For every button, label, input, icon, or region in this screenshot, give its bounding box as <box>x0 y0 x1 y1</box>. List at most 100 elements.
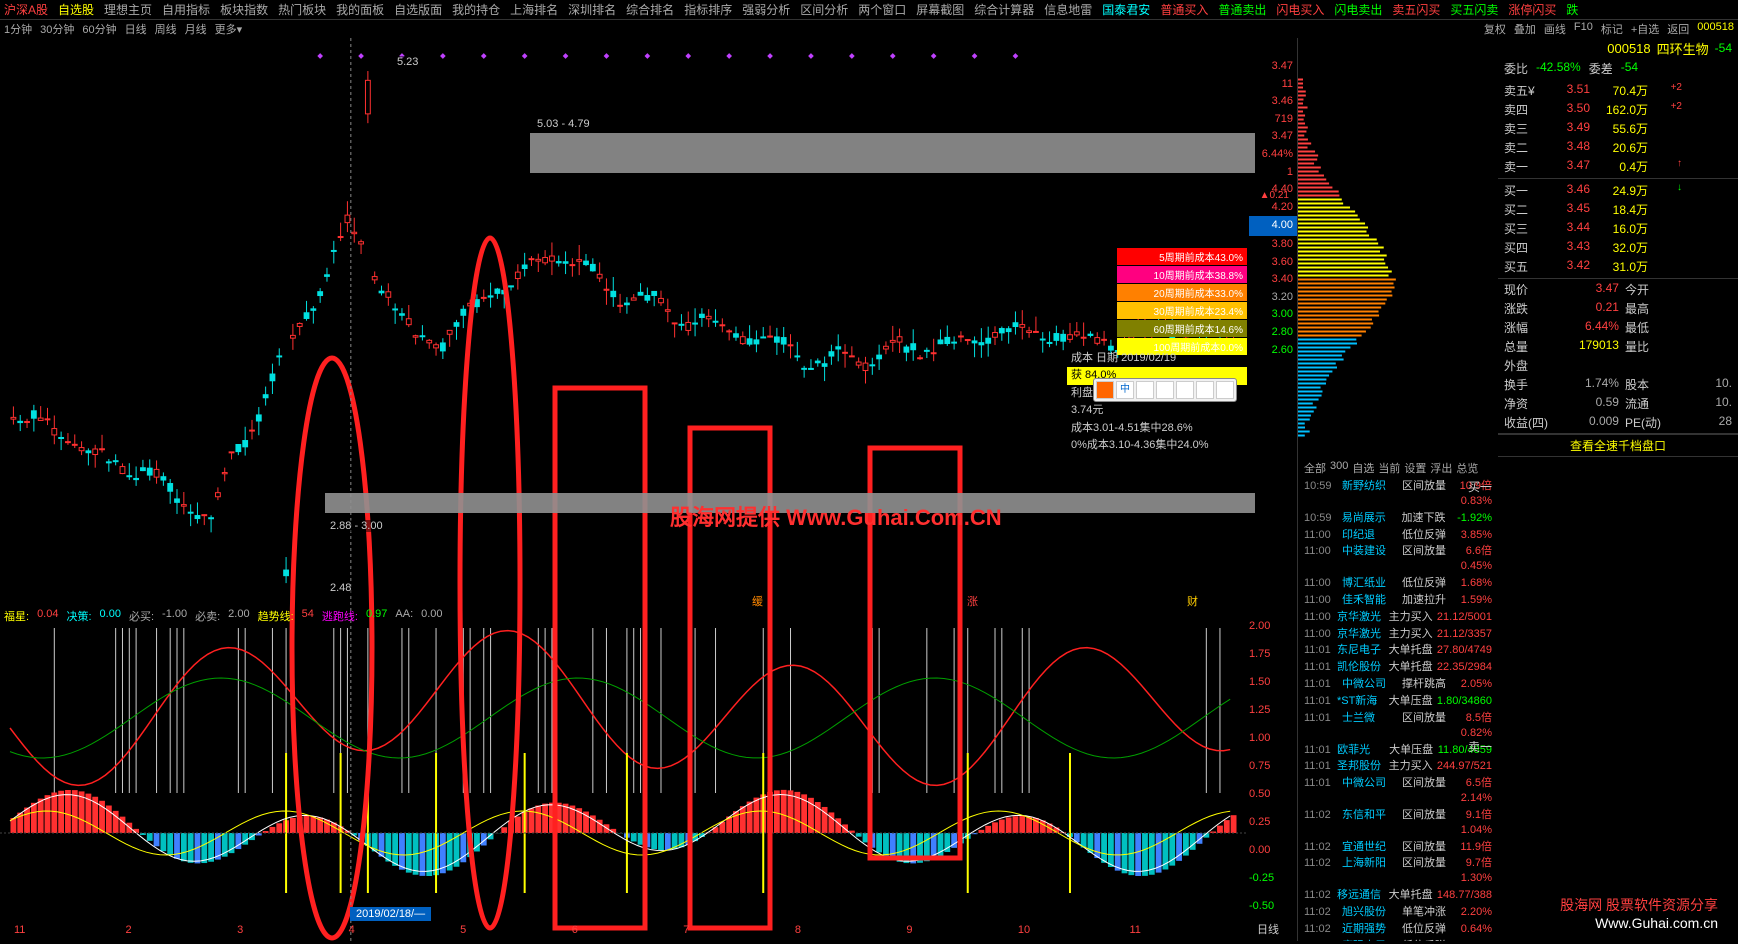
news-row[interactable]: 11:02旭兴股份单笔冲涨2.20% <box>1298 904 1498 921</box>
menu-item[interactable]: 跌 <box>1566 1 1578 18</box>
news-tabs[interactable]: 全部300自选当前设置浮出总览 <box>1298 458 1484 478</box>
menu-item[interactable]: 国泰君安 <box>1102 1 1150 18</box>
news-tab[interactable]: 设置 <box>1404 460 1426 476</box>
chart-tool-item[interactable]: F10 <box>1574 21 1593 37</box>
menu-item[interactable]: 区间分析 <box>800 1 848 18</box>
ime-punct[interactable] <box>1136 381 1154 399</box>
ime-toolbar[interactable]: 中 <box>1093 378 1237 402</box>
timeframe-item[interactable]: 日线 <box>125 24 147 36</box>
news-row[interactable]: 11:02康强电子低位反弹1.55% <box>1298 938 1498 941</box>
news-tab[interactable]: 全部 <box>1304 460 1326 476</box>
price-axis-label: 4.00 <box>1249 216 1297 236</box>
news-ticker-list[interactable]: 10:59新野纺织区间放量10.9倍0.83%10:59易尚展示加速下跌-1.9… <box>1298 476 1498 941</box>
chart-tool-item[interactable]: 返回 <box>1667 21 1689 37</box>
menu-item[interactable]: 自用指标 <box>162 1 210 18</box>
chart-tool-item[interactable]: 标记 <box>1601 21 1623 37</box>
news-row[interactable]: 11:01士兰微区间放量8.5倍0.82% <box>1298 710 1498 742</box>
return-stock-code[interactable]: 000518 <box>1697 21 1734 37</box>
ime-cn[interactable]: 中 <box>1116 381 1134 399</box>
timeframe-item[interactable]: 1分钟 <box>4 24 32 36</box>
news-row[interactable]: 11:01中微公司撑杆跳高2.05% <box>1298 676 1498 693</box>
menu-item[interactable]: 自选股 <box>58 1 94 18</box>
news-row[interactable]: 11:00中装建设区间放量6.6倍0.45% <box>1298 543 1498 575</box>
menu-item[interactable]: 信息地雷 <box>1044 1 1092 18</box>
ime-icon[interactable] <box>1096 381 1114 399</box>
menu-item[interactable]: 卖五闪买 <box>1392 1 1440 18</box>
quote-grid: 现价 3.47 今开 涨跌 0.21 最高 涨幅 6.44% 最低 总量 179… <box>1498 279 1738 434</box>
news-row[interactable]: 11:02近期强势低位反弹0.64% <box>1298 921 1498 938</box>
menu-item[interactable]: 综合计算器 <box>974 1 1034 18</box>
menu-item[interactable]: 我的面板 <box>336 1 384 18</box>
menu-item[interactable]: 屏幕截图 <box>916 1 964 18</box>
news-row[interactable]: 11:02上海新阳区间放量9.7倍1.30% <box>1298 855 1498 887</box>
menu-item[interactable]: 普通卖出 <box>1218 1 1266 18</box>
price-axis-label: 1 <box>1249 164 1297 182</box>
menu-item[interactable]: 自选版面 <box>394 1 442 18</box>
price-axis-label: 2.60 <box>1249 342 1297 360</box>
menu-item[interactable]: 板块指数 <box>220 1 268 18</box>
ime-kb[interactable] <box>1196 381 1214 399</box>
timeframe-item[interactable]: 30分钟 <box>40 24 74 36</box>
chart-tool-item[interactable]: +自选 <box>1631 21 1659 37</box>
menu-item[interactable]: 闪电买入 <box>1276 1 1324 18</box>
news-row[interactable]: 11:01圣邦股份主力买入244.97/521 <box>1298 758 1498 775</box>
indicator-label: 必买: <box>129 608 154 624</box>
menu-item[interactable]: 理想主页 <box>104 1 152 18</box>
quote-value <box>1667 281 1732 298</box>
news-row[interactable]: 11:01中微公司区间放量6.5倍2.14% <box>1298 775 1498 807</box>
menu-item[interactable]: 我的持仓 <box>452 1 500 18</box>
news-row[interactable]: 11:00京华激光主力买入21.12/5001 <box>1298 609 1498 626</box>
menu-item[interactable]: 闪电卖出 <box>1334 1 1382 18</box>
news-row[interactable]: 11:00京华激光主力买入21.12/3357 <box>1298 626 1498 643</box>
news-row[interactable]: 11:00博汇纸业低位反弹1.68% <box>1298 575 1498 592</box>
news-row[interactable]: 11:00印纪退低位反弹3.85% <box>1298 527 1498 544</box>
commit-ratio-row: 委比 -42.58% 委差 -54 <box>1498 58 1738 79</box>
menu-item[interactable]: 强弱分析 <box>742 1 790 18</box>
indicator-label: 决策: <box>66 608 91 624</box>
news-row[interactable]: 11:02宜通世纪区间放量11.9倍 <box>1298 839 1498 856</box>
menu-item[interactable]: 两个窗口 <box>858 1 906 18</box>
news-row[interactable]: 11:00佳禾智能加速拉升1.59% <box>1298 592 1498 609</box>
news-row[interactable]: 11:01凯伦股份大单托盘22.35/2984 <box>1298 659 1498 676</box>
menu-item[interactable]: 沪深A股 <box>4 1 48 18</box>
chart-tool-item[interactable]: 画线 <box>1544 21 1566 37</box>
quote-value: 179013 <box>1554 338 1619 355</box>
chart-tool-item[interactable]: 复权 <box>1484 21 1506 37</box>
chart-canvas[interactable]: 11234567891011日线 <box>0 38 1297 941</box>
news-row[interactable]: 10:59易尚展示加速下跌-1.92% <box>1298 510 1498 527</box>
menu-item[interactable]: 普通买入 <box>1160 1 1208 18</box>
ime-menu[interactable] <box>1216 381 1234 399</box>
cost-band-label: 10周期前成本38.8% <box>1117 266 1247 283</box>
news-tab[interactable]: 当前 <box>1378 460 1400 476</box>
thousand-depth-link[interactable]: 查看全速千档盘口 <box>1498 434 1738 457</box>
timeframe-item[interactable]: 60分钟 <box>82 24 116 36</box>
menu-item[interactable]: 综合排名 <box>626 1 674 18</box>
menu-item[interactable]: 热门板块 <box>278 1 326 18</box>
news-tab[interactable]: 浮出 <box>1430 460 1452 476</box>
news-row[interactable]: 11:01东尼电子大单托盘27.80/4749 <box>1298 642 1498 659</box>
orderbook-row: 买三3.4416.0万 <box>1498 219 1738 238</box>
price-axis-label: 11 <box>1249 76 1297 94</box>
timeframe-item[interactable]: 周线 <box>155 24 177 36</box>
news-row[interactable]: 11:02移远通信大单托盘148.77/388 <box>1298 887 1498 904</box>
menu-item[interactable]: 买五闪卖 <box>1450 1 1498 18</box>
news-tab[interactable]: 300 <box>1330 460 1348 476</box>
chart-tool-item[interactable]: 叠加 <box>1514 21 1536 37</box>
ime-cloud[interactable] <box>1156 381 1174 399</box>
quote-value <box>1554 357 1619 374</box>
right-sidebar: 000518 四环生物 -54 委比 -42.58% 委差 -54 卖五¥3.5… <box>1498 38 1738 941</box>
timeframe-item[interactable]: 更多▾ <box>215 24 243 36</box>
chart-area[interactable]: 11234567891011日线 5.23 5.03 - 4.79 2.88 -… <box>0 38 1298 941</box>
stock-name[interactable]: 四环生物 <box>1657 39 1709 58</box>
news-row[interactable]: 11:02东信和平区间放量9.1倍1.04% <box>1298 807 1498 839</box>
menu-item[interactable]: 深圳排名 <box>568 1 616 18</box>
menu-item[interactable]: 指标排序 <box>684 1 732 18</box>
news-tab[interactable]: 总览 <box>1456 460 1478 476</box>
stock-code[interactable]: 000518 <box>1607 41 1650 56</box>
timeframe-item[interactable]: 月线 <box>185 24 207 36</box>
news-tab[interactable]: 自选 <box>1352 460 1374 476</box>
news-row[interactable]: 11:01*ST新海大单压盘1.80/34860 <box>1298 693 1498 710</box>
ime-mic[interactable] <box>1176 381 1194 399</box>
menu-item[interactable]: 上海排名 <box>510 1 558 18</box>
menu-item[interactable]: 涨停闪买 <box>1508 1 1556 18</box>
